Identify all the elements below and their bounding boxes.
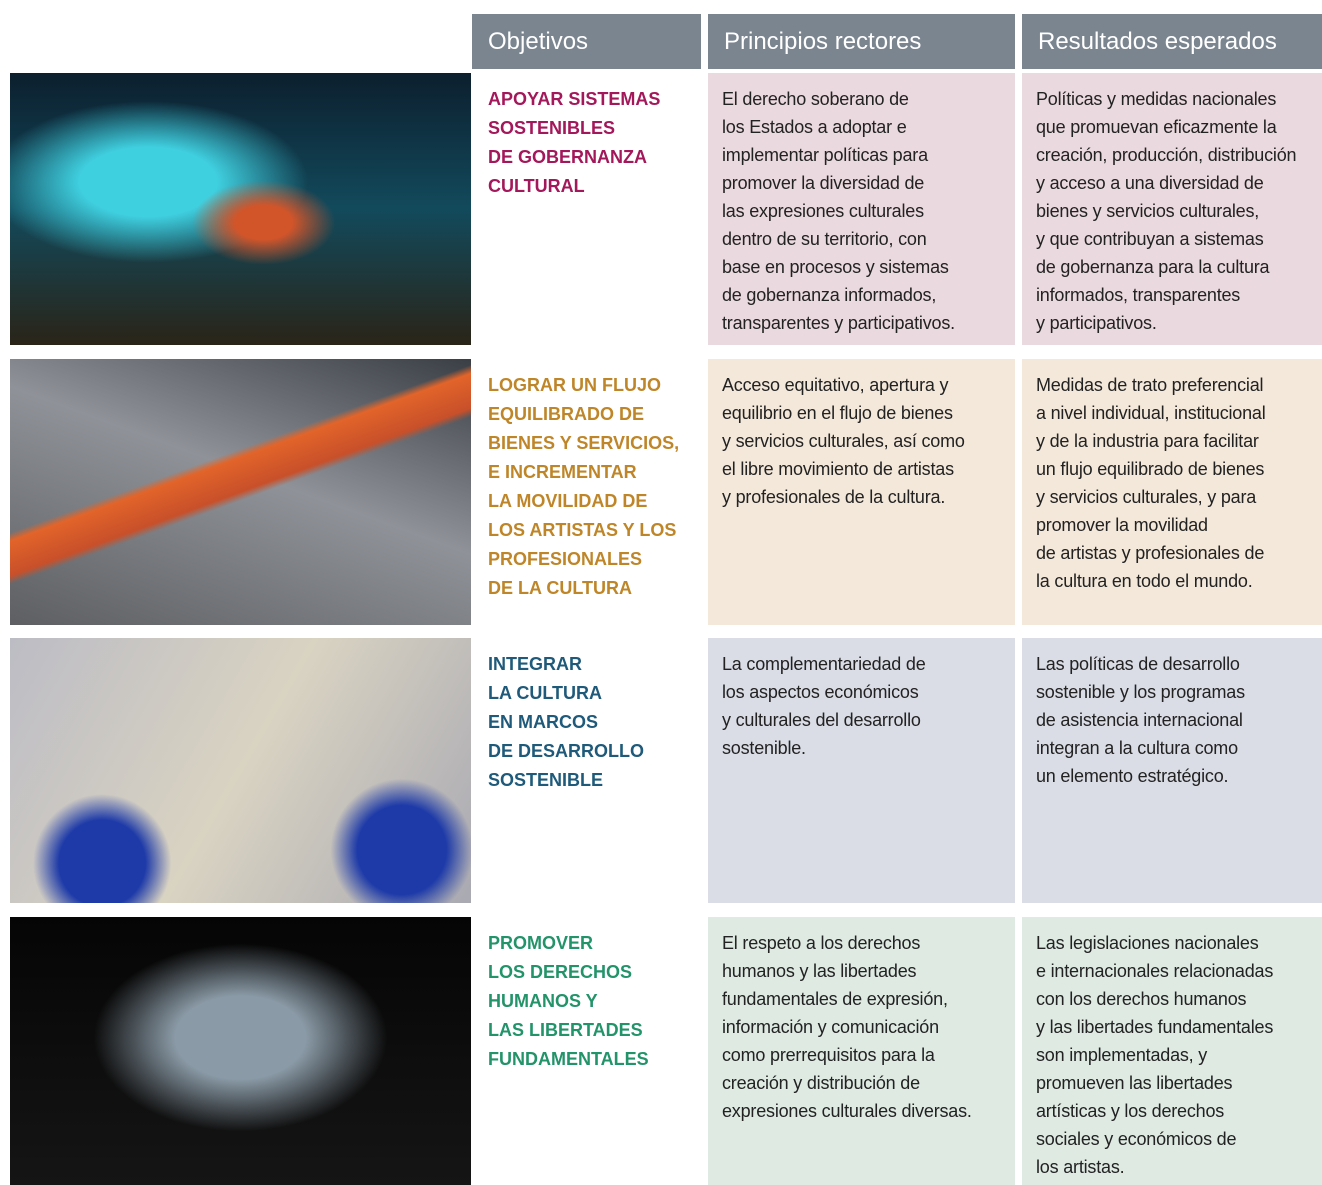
- text-line: a nivel individual, institucional: [1036, 403, 1266, 423]
- text-line: sostenible.: [722, 738, 806, 758]
- column-header: Resultados esperados: [1022, 14, 1322, 69]
- text-line: y servicios culturales, y para: [1036, 487, 1257, 507]
- text-line: informados, transparentes: [1036, 285, 1241, 305]
- text-line: Acceso equitativo, apertura y: [722, 375, 949, 395]
- text-line: la cultura en todo el mundo.: [1036, 571, 1253, 591]
- objective-cell: LOGRAR UN FLUJO EQUILIBRADO DE BIENES Y SE…: [472, 359, 701, 625]
- text-line: promover la diversidad de: [722, 173, 925, 193]
- text-line: base en procesos y sistemas: [722, 257, 949, 277]
- text-line: equilibrio en el flujo de bienes: [722, 403, 953, 423]
- text-line: EQUILIBRADO DE: [488, 404, 645, 424]
- column-header: Principios rectores: [708, 14, 1015, 69]
- text-line: INTEGRAR: [488, 654, 582, 674]
- text-line: y servicios culturales, así como: [722, 431, 965, 451]
- text-line: son implementadas, y: [1036, 1045, 1208, 1065]
- text-line: LOGRAR UN FLUJO: [488, 375, 661, 395]
- column-header: Objetivos: [472, 14, 701, 69]
- principles-cell: La complementariedad de los aspectos econ…: [708, 638, 1015, 903]
- text-line: humanos y las libertades: [722, 961, 917, 981]
- text-line: expresiones culturales diversas.: [722, 1101, 972, 1121]
- objective-cell: INTEGRAR LA CULTURA EN MARCOS DE DESARROLLO…: [472, 638, 701, 903]
- text-line: Políticas y medidas nacionales: [1036, 89, 1277, 109]
- text-line: PROFESIONALES: [488, 549, 643, 569]
- photo: [10, 359, 471, 625]
- text-line: artísticas y los derechos: [1036, 1101, 1225, 1121]
- text-line: sostenible y los programas: [1036, 682, 1245, 702]
- text-line: promover la movilidad: [1036, 515, 1208, 535]
- text-line: Las legislaciones nacionales: [1036, 933, 1259, 953]
- text-line: sociales y económicos de: [1036, 1129, 1237, 1149]
- text-line: SOSTENIBLE: [488, 770, 604, 790]
- text-line: DE DESARROLLO: [488, 741, 645, 761]
- text-line: LA CULTURA: [488, 683, 602, 703]
- text-line: El derecho soberano de: [722, 89, 909, 109]
- text-line: promueven las libertades: [1036, 1073, 1233, 1093]
- text-line: FUNDAMENTALES: [488, 1049, 649, 1069]
- text-line: y que contribuyan a sistemas: [1036, 229, 1264, 249]
- text-line: y acceso a una diversidad de: [1036, 173, 1264, 193]
- photo: [10, 73, 471, 345]
- text-line: DE GOBERNANZA: [488, 147, 648, 167]
- text-line: de artistas y profesionales de: [1036, 543, 1265, 563]
- text-line: implementar políticas para: [722, 145, 928, 165]
- text-line: con los derechos humanos: [1036, 989, 1247, 1009]
- text-line: CULTURAL: [488, 176, 585, 196]
- text-line: las expresiones culturales: [722, 201, 924, 221]
- results-cell: Medidas de trato preferencial a nivel ind…: [1022, 359, 1322, 625]
- text-line: PROMOVER: [488, 933, 594, 953]
- text-line: de gobernanza informados,: [722, 285, 937, 305]
- principles-cell: Acceso equitativo, apertura y equilibrio …: [708, 359, 1015, 625]
- text-line: LA MOVILIDAD DE: [488, 491, 648, 511]
- text-line: información y comunicación: [722, 1017, 939, 1037]
- text-line: transparentes y participativos.: [722, 313, 955, 333]
- objective-cell: PROMOVER LOS DERECHOS HUMANOS Y LAS LIBERTA…: [472, 917, 701, 1185]
- text-line: LAS LIBERTADES: [488, 1020, 643, 1040]
- text-line: los artistas.: [1036, 1157, 1125, 1177]
- text-line: un flujo equilibrado de bienes: [1036, 459, 1265, 479]
- text-line: fundamentales de expresión,: [722, 989, 948, 1009]
- text-line: DE LA CULTURA: [488, 578, 632, 598]
- text-line: y las libertades fundamentales: [1036, 1017, 1274, 1037]
- text-line: bienes y servicios culturales,: [1036, 201, 1260, 221]
- text-line: BIENES Y SERVICIOS,: [488, 433, 680, 453]
- text-line: creación, producción, distribución: [1036, 145, 1297, 165]
- text-line: SOSTENIBLES: [488, 118, 616, 138]
- text-line: que promuevan eficazmente la: [1036, 117, 1277, 137]
- text-line: los aspectos económicos: [722, 682, 919, 702]
- text-line: Las políticas de desarrollo: [1036, 654, 1240, 674]
- principles-cell: El respeto a los derechos humanos y las l…: [708, 917, 1015, 1185]
- text-line: como prerrequisitos para la: [722, 1045, 935, 1065]
- principles-cell: El derecho soberano de los Estados a adop…: [708, 73, 1015, 345]
- text-line: creación y distribución de: [722, 1073, 920, 1093]
- text-line: HUMANOS Y: [488, 991, 598, 1011]
- text-line: el libre movimiento de artistas: [722, 459, 954, 479]
- text-line: APOYAR SISTEMAS: [488, 89, 661, 109]
- text-line: Medidas de trato preferencial: [1036, 375, 1264, 395]
- text-line: y participativos.: [1036, 313, 1157, 333]
- text-line: los Estados a adoptar e: [722, 117, 907, 137]
- text-line: dentro de su territorio, con: [722, 229, 927, 249]
- results-cell: Las legislaciones nacionales e internacio…: [1022, 917, 1322, 1185]
- results-cell: Políticas y medidas nacionales que promue…: [1022, 73, 1322, 345]
- results-cell: Las políticas de desarrollo sostenible y …: [1022, 638, 1322, 903]
- text-line: y profesionales de la cultura.: [722, 487, 946, 507]
- text-line: La complementariedad de: [722, 654, 926, 674]
- text-line: integran a la cultura como: [1036, 738, 1238, 758]
- text-line: EN MARCOS: [488, 712, 599, 732]
- text-line: El respeto a los derechos: [722, 933, 921, 953]
- text-line: LOS DERECHOS: [488, 962, 633, 982]
- text-line: e internacionales relacionadas: [1036, 961, 1274, 981]
- photo: [10, 917, 471, 1185]
- text-line: y culturales del desarrollo: [722, 710, 921, 730]
- text-line: E INCREMENTAR: [488, 462, 637, 482]
- text-line: un elemento estratégico.: [1036, 766, 1229, 786]
- text-line: y de la industria para facilitar: [1036, 431, 1259, 451]
- text-line: de gobernanza para la cultura: [1036, 257, 1270, 277]
- text-line: LOS ARTISTAS Y LOS: [488, 520, 677, 540]
- photo: [10, 638, 471, 903]
- text-line: de asistencia internacional: [1036, 710, 1243, 730]
- objective-cell: APOYAR SISTEMAS SOSTENIBLES DE GOBERNANZA C…: [472, 73, 701, 345]
